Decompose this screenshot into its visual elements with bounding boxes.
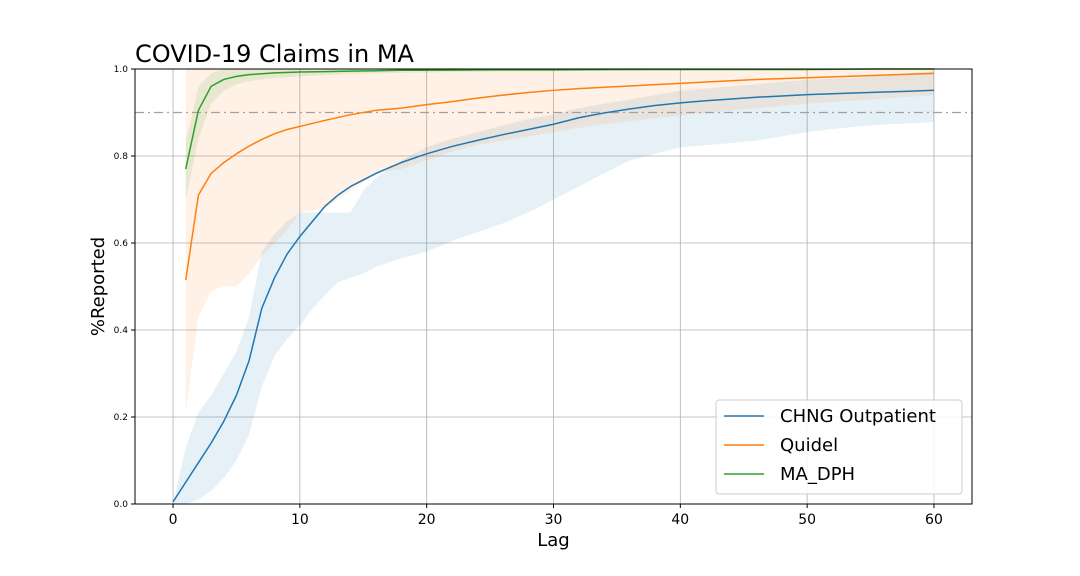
series-line-quidel (184, 72, 934, 281)
y-tick-label: 0.2 (114, 413, 128, 423)
confidence-band-chng-outpatient (173, 71, 934, 505)
x-tick-label: 40 (671, 512, 689, 528)
legend-label: MA_DPH (780, 464, 855, 485)
x-tick-label: 20 (418, 512, 436, 528)
x-axis-ticks: 0 10 20 30 40 50 60 (169, 504, 943, 528)
series-line-chng-outpatient (172, 89, 934, 503)
legend-label: CHNG Outpatient (780, 406, 936, 427)
y-tick-label: 0.6 (114, 239, 129, 249)
chart-title: COVID-19 Claims in MA (135, 40, 415, 68)
x-tick-label: 10 (291, 512, 309, 528)
x-tick-label: 60 (925, 512, 943, 528)
confidence-band-quidel (185, 69, 934, 413)
x-axis-label: Lag (537, 530, 569, 551)
x-tick-label: 0 (169, 512, 178, 528)
legend-box (715, 399, 963, 495)
y-tick-label: 1.0 (114, 65, 129, 75)
y-axis-label: %Reported (88, 237, 109, 336)
x-tick-label: 30 (545, 512, 563, 528)
y-tick-label: 0.8 (114, 152, 129, 162)
legend-label: Quidel (780, 435, 838, 456)
confidence-bands (173, 69, 934, 505)
y-axis-ticks: 0.0 0.2 0.4 0.6 0.8 1.0 (114, 65, 135, 510)
y-tick-label: 0.4 (114, 326, 129, 336)
y-tick-label: 0.0 (114, 500, 129, 510)
x-tick-label: 50 (798, 512, 816, 528)
legend: CHNG Outpatient Quidel MA_DPH (715, 399, 963, 495)
